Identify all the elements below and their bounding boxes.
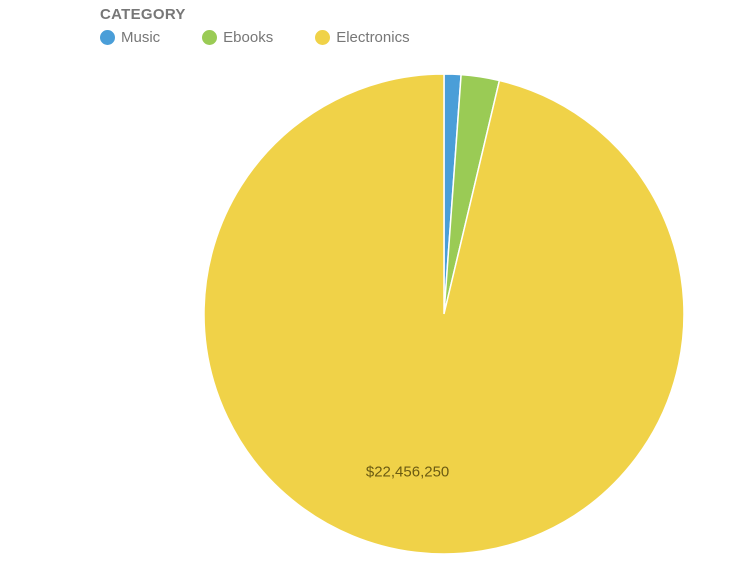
legend-label-music: Music [121,29,161,46]
legend-title: CATEGORY [100,6,186,23]
legend-item-electronics[interactable]: Electronics [315,29,410,46]
legend-swatch-ebooks [202,30,218,45]
pie-labels: $22,456,250 [366,463,449,480]
legend-items: Music Ebooks Electronics [100,29,452,46]
pie-label-electronics: $22,456,250 [366,463,449,480]
pie-slice-electronics[interactable] [203,73,685,555]
legend-label-electronics: Electronics [336,29,410,46]
legend-swatch-electronics [315,30,331,45]
legend-swatch-music [100,30,115,45]
legend: CATEGORY Music Ebooks Electronics [100,6,452,46]
legend-label-ebooks: Ebooks [223,29,274,46]
legend-item-ebooks[interactable]: Ebooks [202,29,273,46]
pie-slices [203,73,685,555]
legend-item-music[interactable]: Music [100,29,160,46]
